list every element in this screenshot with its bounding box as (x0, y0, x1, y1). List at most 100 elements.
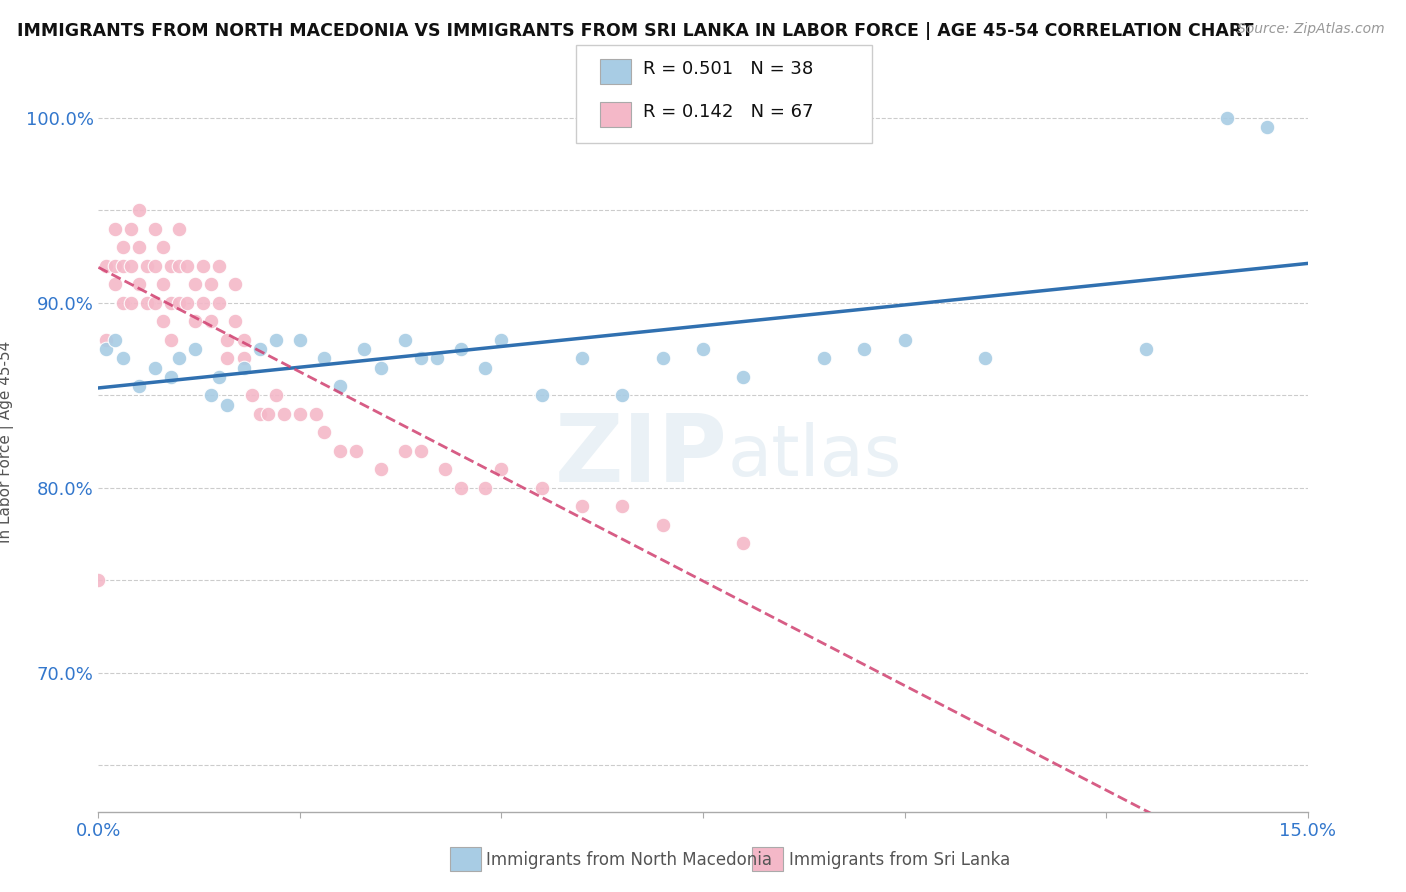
Point (120, 221, 142, 235)
Text: IMMIGRANTS FROM NORTH MACEDONIA VS IMMIGRANTS FROM SRI LANKA IN LABOR FORCE | AG: IMMIGRANTS FROM NORTH MACEDONIA VS IMMIG… (17, 22, 1253, 40)
Point (571, 351, 593, 366)
Text: atlas: atlas (727, 422, 901, 491)
Point (160, 333, 183, 347)
Point (120, 295, 142, 310)
Point (167, 295, 190, 310)
Point (344, 443, 367, 458)
Point (128, 240, 150, 254)
Point (160, 295, 183, 310)
Point (353, 342, 375, 356)
Point (120, 259, 142, 273)
Point (249, 407, 271, 421)
Point (273, 407, 295, 421)
Text: Source: ZipAtlas.com: Source: ZipAtlas.com (1237, 22, 1385, 37)
Point (370, 462, 392, 476)
Point (167, 351, 190, 366)
Point (853, 342, 876, 356)
Point (651, 517, 673, 532)
Point (434, 462, 457, 476)
Point (135, 259, 157, 273)
Point (264, 388, 287, 402)
Point (103, 221, 125, 235)
Point (1256, 120, 1278, 134)
Point (200, 314, 222, 328)
Point (394, 333, 416, 347)
Point (128, 379, 150, 393)
Point (329, 379, 352, 393)
Point (96, 342, 118, 356)
Point (103, 259, 125, 273)
Point (232, 360, 254, 375)
Point (224, 277, 246, 292)
Point (288, 333, 311, 347)
Point (813, 351, 835, 366)
Point (491, 462, 513, 476)
Point (733, 536, 755, 550)
Point (224, 314, 246, 328)
Point (893, 333, 915, 347)
Text: Immigrants from Sri Lanka: Immigrants from Sri Lanka (789, 851, 1010, 869)
Point (152, 314, 174, 328)
Point (111, 351, 134, 366)
Point (394, 443, 416, 458)
Point (167, 259, 190, 273)
Point (111, 295, 134, 310)
Point (160, 259, 183, 273)
Point (143, 295, 166, 310)
Point (474, 481, 496, 495)
Point (217, 397, 239, 411)
Point (217, 351, 239, 366)
Point (167, 221, 190, 235)
Point (111, 259, 134, 273)
Point (409, 443, 432, 458)
Point (152, 240, 174, 254)
Point (176, 259, 198, 273)
Point (733, 369, 755, 384)
Point (651, 351, 673, 366)
Point (305, 407, 328, 421)
Point (208, 295, 231, 310)
Text: R = 0.501   N = 38: R = 0.501 N = 38 (643, 60, 813, 78)
Point (208, 259, 231, 273)
Point (612, 388, 634, 402)
Point (571, 500, 593, 514)
Point (409, 351, 432, 366)
Point (96, 333, 118, 347)
Point (974, 351, 997, 366)
Point (143, 360, 166, 375)
Point (184, 314, 207, 328)
Point (135, 295, 157, 310)
Point (232, 351, 254, 366)
Text: Immigrants from North Macedonia: Immigrants from North Macedonia (486, 851, 772, 869)
Point (530, 388, 553, 402)
Point (612, 500, 634, 514)
Point (491, 333, 513, 347)
Point (314, 425, 336, 440)
Text: ZIP: ZIP (554, 410, 727, 502)
Point (176, 295, 198, 310)
Point (232, 333, 254, 347)
Point (152, 277, 174, 292)
Point (208, 369, 231, 384)
Point (1216, 111, 1239, 125)
Point (111, 240, 134, 254)
Point (692, 342, 714, 356)
Point (288, 407, 311, 421)
Point (426, 351, 449, 366)
Y-axis label: In Labor Force | Age 45-54: In Labor Force | Age 45-54 (0, 341, 14, 542)
Point (128, 277, 150, 292)
Point (370, 360, 392, 375)
Point (240, 388, 263, 402)
Point (217, 333, 239, 347)
Point (474, 360, 496, 375)
Point (200, 277, 222, 292)
Point (314, 351, 336, 366)
Point (193, 259, 215, 273)
Point (264, 333, 287, 347)
Point (184, 342, 207, 356)
Point (160, 369, 183, 384)
Point (128, 203, 150, 218)
Point (450, 342, 472, 356)
Point (96, 259, 118, 273)
Point (193, 295, 215, 310)
